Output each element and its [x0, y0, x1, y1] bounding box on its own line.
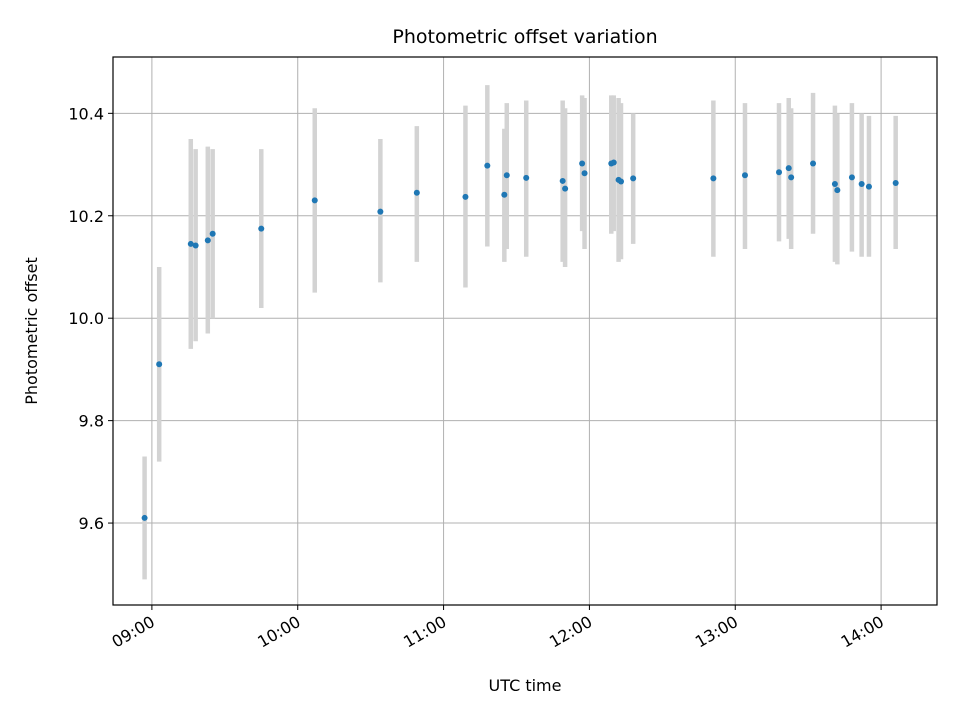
- data-point: [892, 179, 899, 186]
- data-point: [462, 193, 469, 200]
- data-point: [610, 159, 617, 166]
- y-tick-label: 10.0: [68, 309, 104, 328]
- y-axis: 9.6 9.8 10.0 10.2 10.4: [68, 104, 113, 533]
- data-point: [156, 361, 163, 368]
- data-point: [562, 185, 569, 192]
- data-point: [501, 191, 508, 198]
- data-point: [776, 169, 783, 176]
- data-point: [377, 208, 384, 215]
- data-point: [788, 174, 795, 181]
- data-point: [785, 165, 792, 172]
- chart-title: Photometric offset variation: [392, 26, 657, 48]
- data-point: [209, 230, 216, 237]
- data-point: [710, 175, 717, 182]
- y-tick-label: 10.2: [68, 207, 104, 226]
- data-point: [810, 160, 817, 167]
- data-point: [834, 187, 841, 194]
- grid: [113, 57, 937, 605]
- data-point: [741, 172, 748, 179]
- data-point: [618, 178, 625, 185]
- y-tick-label: 10.4: [68, 104, 104, 123]
- data-point: [831, 181, 838, 188]
- data-point: [413, 189, 420, 196]
- data-point: [630, 175, 637, 182]
- data-point: [192, 242, 199, 249]
- data-point: [258, 225, 265, 232]
- plot-frame: [112, 56, 938, 606]
- y-tick-label: 9.6: [79, 514, 104, 533]
- data-point: [523, 174, 530, 181]
- y-tick-label: 9.8: [79, 412, 104, 431]
- data-point: [579, 160, 586, 167]
- data-point: [581, 170, 588, 177]
- data-point: [858, 181, 865, 188]
- x-axis-label: UTC time: [489, 676, 562, 695]
- data-point: [484, 162, 491, 169]
- data-point: [187, 240, 194, 247]
- y-axis-label: Photometric offset: [22, 257, 41, 405]
- data-point: [204, 237, 211, 244]
- data-point: [865, 183, 872, 190]
- data-point: [141, 514, 148, 521]
- data-point: [311, 197, 318, 204]
- data-point: [848, 174, 855, 181]
- data-points: [141, 159, 899, 521]
- data-point: [503, 172, 510, 179]
- data-point: [559, 177, 566, 184]
